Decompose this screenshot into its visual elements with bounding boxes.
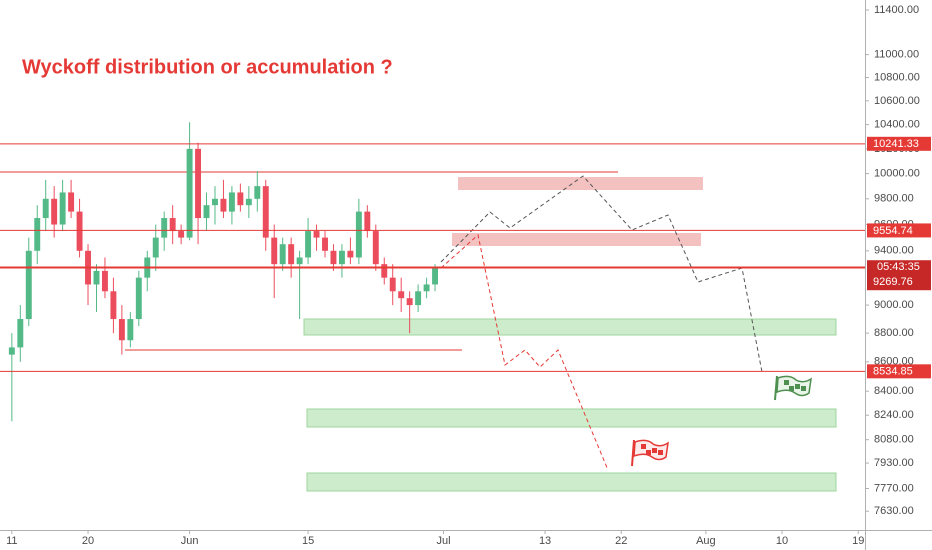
y-tick-label: 9400.00 (874, 245, 914, 257)
candle-body (42, 198, 49, 219)
y-tick-label: 11000.00 (874, 49, 919, 61)
candle-body (212, 198, 218, 206)
candle-body (406, 298, 413, 306)
candle-body (135, 277, 142, 320)
candle-body (288, 244, 295, 265)
candle-body (203, 205, 210, 219)
x-tick-label: 22 (615, 535, 627, 547)
candle-body (34, 218, 41, 251)
candle-body (101, 270, 108, 292)
candle-body (271, 237, 278, 265)
price-label: 9554.74 (873, 225, 913, 237)
candle-body (51, 198, 58, 225)
x-tick-label: 13 (539, 535, 551, 547)
demand-zone (303, 318, 837, 336)
last-price-label: 9269.76 (873, 276, 913, 288)
y-tick-label: 8240.00 (874, 409, 914, 421)
y-tick-label: 10000.00 (874, 167, 920, 179)
x-axis-area (0, 531, 932, 550)
x-tick-label: 10 (776, 535, 788, 547)
x-tick-label: 15 (302, 535, 314, 547)
projection-path (440, 175, 763, 373)
candle-body (262, 186, 269, 238)
candle-body (398, 291, 405, 299)
candle-body (245, 198, 252, 206)
y-tick-label: 8800.00 (874, 327, 914, 339)
y-tick-label: 11400.00 (874, 4, 919, 16)
supply-zone (458, 177, 703, 190)
candle-body (432, 268, 439, 285)
candle-body (17, 319, 24, 348)
candle-body (118, 319, 125, 341)
projection-path (440, 234, 609, 471)
chart-title: Wyckoff distribution or accumulation ? (22, 56, 393, 78)
candle-body (195, 148, 202, 219)
candle-body (330, 250, 337, 265)
last-price-box (867, 260, 931, 291)
candle-body (127, 319, 134, 341)
candle-body (364, 211, 371, 232)
y-tick-label: 9000.00 (874, 299, 914, 311)
y-tick-label: 7930.00 (874, 457, 914, 469)
y-tick-label: 10800.00 (874, 71, 920, 83)
candle-body (254, 186, 261, 199)
candle-body (25, 250, 32, 320)
candle-body (8, 347, 15, 355)
x-tick-label: 11 (6, 535, 17, 547)
price-label: 8534.85 (873, 366, 913, 378)
y-tick-label: 8080.00 (874, 434, 914, 446)
x-tick-label: Aug (696, 535, 716, 547)
candle-body (93, 270, 100, 285)
demand-zone (306, 472, 837, 492)
x-tick-label: 20 (82, 535, 94, 547)
demand-zone (306, 408, 837, 428)
candle-body (389, 277, 396, 292)
y-tick-label: 10600.00 (874, 95, 920, 107)
price-label-box (867, 364, 931, 379)
price-label-box (867, 136, 931, 151)
price-label-box (867, 223, 931, 238)
green-flag (774, 375, 812, 401)
candle-body (279, 244, 286, 265)
candle-body (110, 291, 117, 320)
red-flag (631, 439, 669, 467)
candle-body (338, 250, 345, 265)
candle-body (381, 264, 388, 278)
y-tick-label: 9800.00 (874, 193, 914, 205)
candle-body (372, 231, 379, 265)
candle-body (415, 291, 422, 306)
candle-body (76, 211, 83, 251)
y-tick-label: 7770.00 (874, 482, 914, 494)
candle-body (152, 237, 159, 258)
candle-body (186, 148, 193, 238)
candle-body (68, 192, 75, 212)
candle-body (296, 257, 303, 265)
x-tick-label: Jun (181, 535, 199, 547)
candle-body (305, 231, 312, 258)
countdown: 05:43:35 (877, 261, 920, 273)
x-tick-label: 19 (852, 535, 864, 547)
candle-body (161, 218, 168, 238)
candle-body (59, 192, 66, 225)
candle-body (220, 198, 227, 212)
y-tick-label: 10400.00 (874, 119, 920, 131)
candle-body (237, 192, 244, 206)
y-tick-label: 8400.00 (874, 385, 914, 397)
candle-body (347, 250, 354, 258)
candle-body (423, 284, 430, 292)
candle-body (178, 231, 185, 238)
price-label: 10241.33 (873, 138, 919, 150)
x-tick-label: Jul (436, 535, 450, 547)
supply-zone (452, 233, 701, 246)
candle-body (313, 231, 320, 238)
candle-body (322, 237, 328, 251)
candle-body (355, 211, 362, 258)
candle-body (228, 192, 235, 212)
y-tick-label: 7630.00 (874, 505, 914, 517)
candle-body (169, 218, 176, 232)
